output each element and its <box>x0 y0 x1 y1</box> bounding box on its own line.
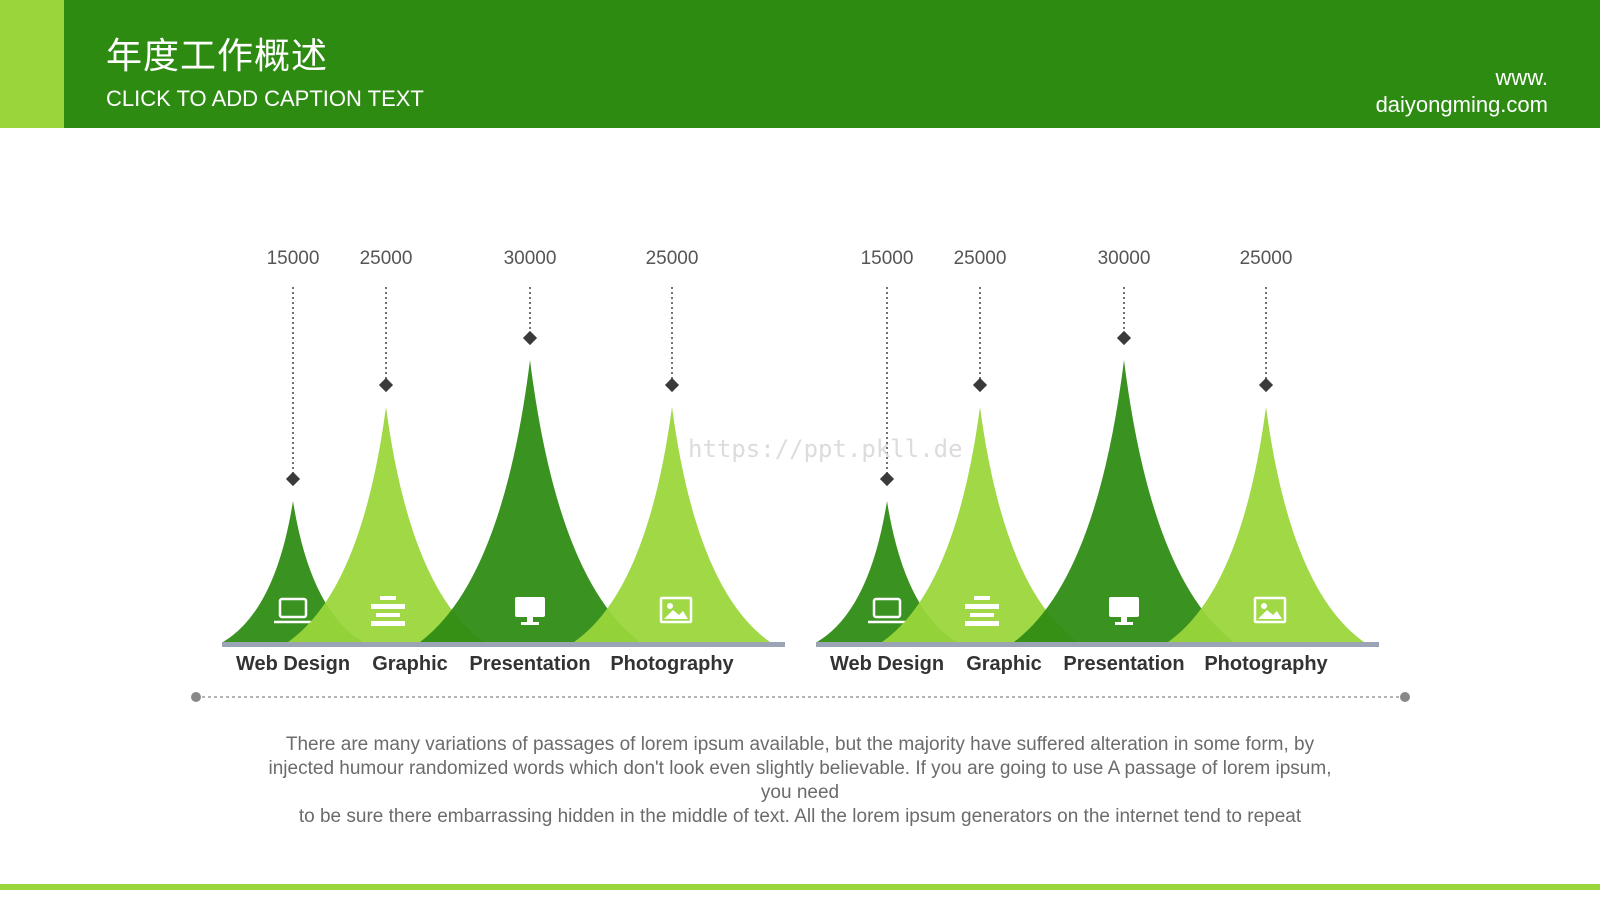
separator-dot-left <box>191 692 201 702</box>
diamond-marker <box>378 377 394 393</box>
value-label: 15000 <box>861 248 914 269</box>
align-center-icon <box>371 596 405 626</box>
category-label: Web Design <box>236 653 350 675</box>
site-url: www. daiyongming.com <box>1376 64 1548 118</box>
body-line: There are many variations of passages of… <box>285 734 1315 755</box>
chart-baseline <box>222 642 785 647</box>
peak-bar <box>288 407 484 642</box>
body-line: you need <box>760 782 840 803</box>
peak-bar <box>1014 360 1234 642</box>
peak-chart-1: 15000 Web Design 25000 Graphic 30000 Presenta… <box>222 248 785 675</box>
site-url-line1: www. <box>1495 65 1548 90</box>
peak-bar <box>817 501 957 642</box>
chart-baseline <box>816 642 1379 647</box>
align-center-icon <box>965 596 999 626</box>
image-icon <box>659 596 693 624</box>
diamond-marker <box>879 471 895 487</box>
value-label: 25000 <box>954 248 1007 269</box>
body-line: to be sure there embarrassing hidden in … <box>298 806 1302 827</box>
value-label: 25000 <box>360 248 413 269</box>
page-subtitle[interactable]: CLICK TO ADD CAPTION TEXT <box>106 86 424 111</box>
laptop-icon <box>274 597 312 624</box>
category-label: Photography <box>610 653 734 675</box>
laptop-icon <box>868 597 906 624</box>
separator-dot-right <box>1400 692 1410 702</box>
diamond-marker <box>522 330 538 346</box>
category-label: Web Design <box>830 653 944 675</box>
category-label: Graphic <box>372 653 448 675</box>
value-label: 30000 <box>1098 248 1151 269</box>
site-url-line2: daiyongming.com <box>1375 92 1548 117</box>
header-bar: 年度工作概述 CLICK TO ADD CAPTION TEXT www. da… <box>0 0 1600 128</box>
diamond-marker <box>285 471 301 487</box>
image-icon <box>1253 596 1287 624</box>
peak-bar <box>574 407 770 642</box>
category-label: Presentation <box>1063 653 1184 675</box>
diamond-marker <box>1116 330 1132 346</box>
monitor-icon <box>515 597 545 625</box>
diamond-marker <box>664 377 680 393</box>
value-label: 25000 <box>646 248 699 269</box>
value-label: 25000 <box>1240 248 1293 269</box>
diamond-marker <box>1258 377 1274 393</box>
peak-bar <box>420 360 640 642</box>
category-label: Graphic <box>966 653 1042 675</box>
watermark: https://ppt.pkll.de <box>688 435 963 463</box>
peak-bar <box>1168 407 1364 642</box>
value-label: 30000 <box>504 248 557 269</box>
header-accent-stripe <box>0 0 64 128</box>
body-line: injected humour randomized words which d… <box>268 758 1332 779</box>
category-label: Presentation <box>469 653 590 675</box>
peak-bar <box>882 407 1078 642</box>
peak-chart-2: 15000 Web Design 25000 Graphic 30000 Presenta… <box>816 248 1379 675</box>
value-label: 15000 <box>267 248 320 269</box>
peak-bar <box>223 501 363 642</box>
body-paragraph[interactable]: There are many variations of passages of… <box>170 733 1430 829</box>
category-label: Photography <box>1204 653 1328 675</box>
diamond-marker <box>972 377 988 393</box>
footer-line <box>0 884 1600 890</box>
monitor-icon <box>1109 597 1139 625</box>
page-title[interactable]: 年度工作概述 <box>106 36 329 77</box>
